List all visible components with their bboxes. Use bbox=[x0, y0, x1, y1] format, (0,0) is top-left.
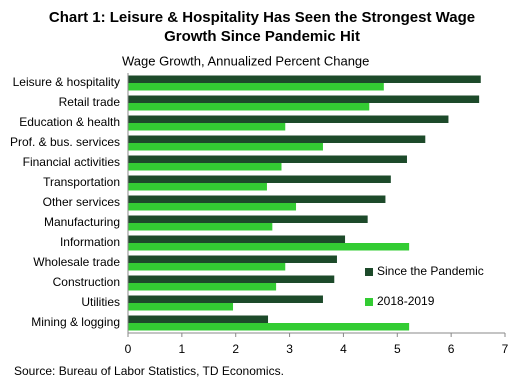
y-tick-label: Construction bbox=[53, 275, 120, 289]
bar bbox=[128, 115, 449, 123]
x-tick-label: 2 bbox=[232, 342, 239, 356]
x-tick-label: 4 bbox=[340, 342, 347, 356]
bar bbox=[128, 283, 277, 291]
y-tick-label: Transportation bbox=[43, 175, 120, 189]
bar bbox=[128, 303, 234, 311]
bar bbox=[128, 295, 323, 303]
bar bbox=[128, 95, 480, 103]
y-tick-label: Information bbox=[60, 235, 120, 249]
chart-title: Chart 1: Leisure & Hospitality Has Seen … bbox=[49, 9, 475, 26]
bar bbox=[128, 255, 337, 263]
bar bbox=[128, 183, 267, 191]
bar bbox=[128, 203, 297, 211]
y-tick-label: Prof. & bus. services bbox=[10, 135, 120, 149]
chart-subtitle: Wage Growth, Annualized Percent Change bbox=[122, 53, 369, 68]
x-tick-label: 3 bbox=[286, 342, 293, 356]
bar bbox=[128, 223, 273, 231]
y-tick-label: Mining & logging bbox=[31, 315, 120, 329]
legend-label: 2018-2019 bbox=[377, 294, 435, 308]
y-tick-label: Other services bbox=[43, 195, 120, 209]
y-tick-label: Education & health bbox=[19, 115, 120, 129]
bar bbox=[128, 275, 335, 283]
x-tick-label: 1 bbox=[179, 342, 186, 356]
x-tick-label: 6 bbox=[448, 342, 455, 356]
y-tick-label: Financial activities bbox=[23, 155, 120, 169]
legend-swatch bbox=[365, 268, 373, 276]
bar bbox=[128, 123, 286, 131]
legend-swatch bbox=[365, 298, 373, 306]
bar bbox=[128, 315, 269, 323]
bar bbox=[128, 135, 426, 143]
bar bbox=[128, 175, 391, 183]
bar bbox=[128, 215, 368, 223]
bar bbox=[128, 103, 370, 111]
bar bbox=[128, 83, 384, 91]
chart-title: Growth Since Pandemic Hit bbox=[164, 28, 360, 45]
bar bbox=[128, 323, 410, 331]
bar bbox=[128, 243, 410, 251]
y-tick-label: Wholesale trade bbox=[33, 255, 120, 269]
y-tick-label: Leisure & hospitality bbox=[13, 75, 120, 89]
bar bbox=[128, 235, 346, 243]
legend-label: Since the Pandemic bbox=[377, 264, 484, 278]
bar bbox=[128, 143, 323, 151]
y-tick-label: Manufacturing bbox=[44, 215, 120, 229]
bar bbox=[128, 195, 386, 203]
bar bbox=[128, 155, 407, 163]
x-tick-label: 7 bbox=[502, 342, 509, 356]
y-tick-label: Utilities bbox=[81, 295, 120, 309]
bar bbox=[128, 163, 282, 171]
bar bbox=[128, 75, 481, 83]
y-tick-label: Retail trade bbox=[59, 95, 121, 109]
x-tick-label: 0 bbox=[125, 342, 132, 356]
x-tick-label: 5 bbox=[394, 342, 401, 356]
source-note: Source: Bureau of Labor Statistics, TD E… bbox=[14, 364, 284, 378]
bar bbox=[128, 263, 286, 271]
